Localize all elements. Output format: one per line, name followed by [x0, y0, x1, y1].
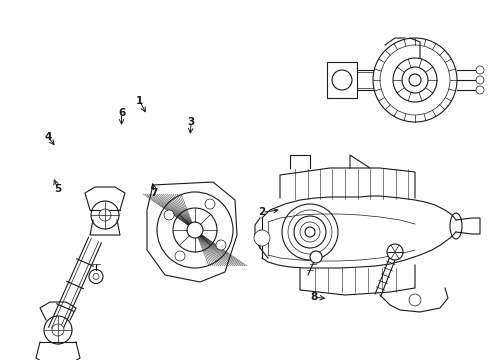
- Text: 3: 3: [188, 117, 195, 127]
- Circle shape: [409, 74, 421, 86]
- Circle shape: [305, 227, 315, 237]
- Circle shape: [52, 324, 64, 336]
- Text: 8: 8: [310, 292, 317, 302]
- Circle shape: [164, 210, 174, 220]
- Circle shape: [332, 70, 352, 90]
- Circle shape: [476, 86, 484, 94]
- Circle shape: [99, 209, 111, 221]
- Circle shape: [205, 199, 215, 209]
- Circle shape: [409, 294, 421, 306]
- Text: 5: 5: [54, 184, 61, 194]
- Bar: [327, 62, 357, 98]
- Circle shape: [476, 66, 484, 74]
- Text: 7: 7: [150, 188, 158, 198]
- Circle shape: [175, 251, 185, 261]
- Circle shape: [187, 222, 203, 238]
- Text: 1: 1: [136, 96, 143, 106]
- Text: 2: 2: [259, 207, 266, 217]
- Text: 6: 6: [118, 108, 125, 118]
- Circle shape: [93, 274, 99, 279]
- Circle shape: [387, 244, 403, 260]
- Circle shape: [254, 230, 270, 246]
- Circle shape: [476, 76, 484, 84]
- Circle shape: [310, 251, 322, 263]
- Circle shape: [216, 240, 226, 250]
- Text: 4: 4: [44, 132, 52, 142]
